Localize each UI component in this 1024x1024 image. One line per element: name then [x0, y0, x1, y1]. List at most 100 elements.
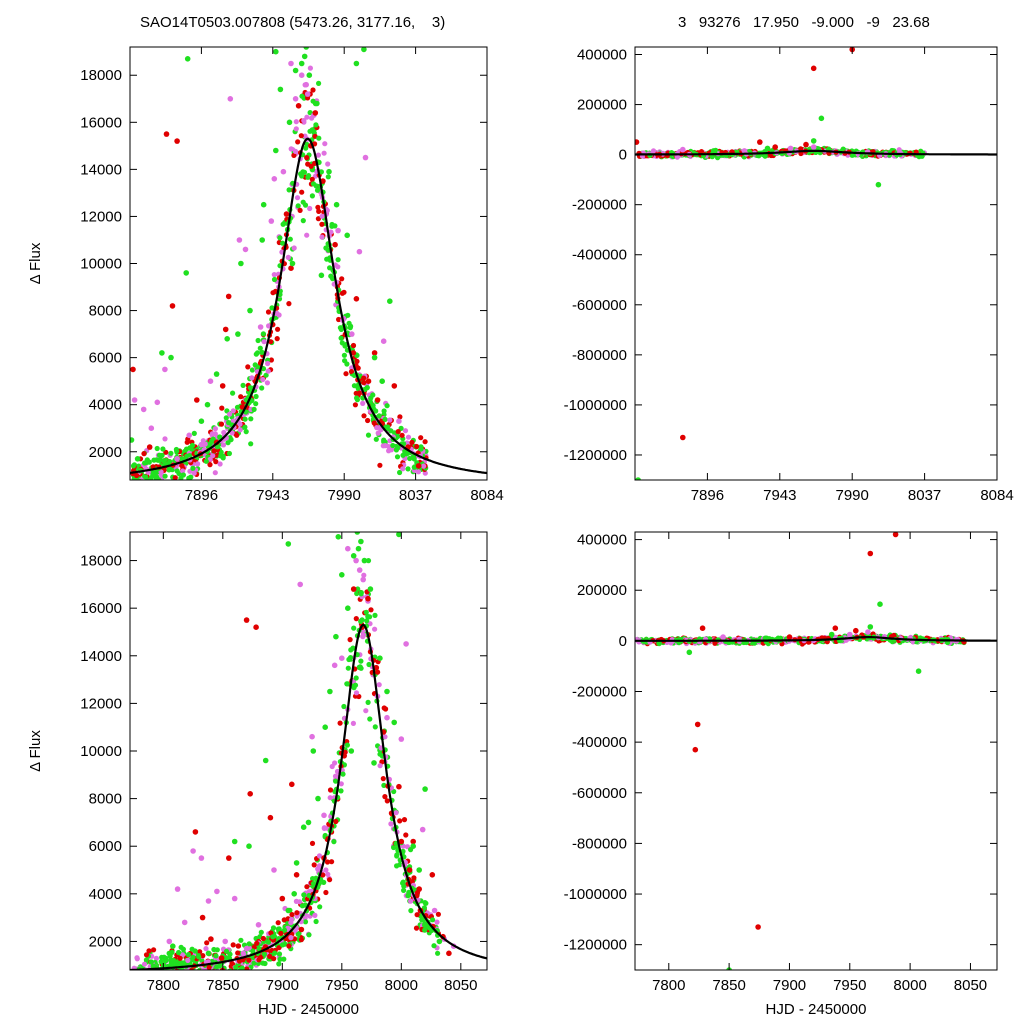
data-point — [162, 366, 168, 373]
data-point — [355, 365, 361, 371]
data-point — [174, 448, 180, 454]
x-axis-label: HJD - 2450000 — [258, 1001, 359, 1018]
data-point — [130, 437, 135, 443]
data-point — [304, 884, 310, 890]
data-point — [229, 430, 235, 436]
y-tick-label: -200000 — [572, 684, 627, 701]
data-point — [174, 456, 180, 462]
data-point — [853, 627, 859, 634]
data-point — [238, 394, 244, 400]
data-point — [358, 538, 364, 545]
data-point — [810, 65, 817, 72]
data-point — [301, 892, 307, 898]
data-point — [310, 181, 317, 187]
data-point — [350, 586, 357, 592]
data-point — [411, 875, 417, 881]
data-point — [344, 681, 350, 687]
data-point — [163, 131, 170, 137]
data-point — [371, 760, 377, 766]
data-point — [350, 720, 356, 727]
data-point — [347, 655, 354, 661]
data-point — [168, 450, 174, 456]
data-point — [146, 948, 152, 954]
data-point — [316, 80, 322, 86]
model-curve — [130, 137, 487, 475]
data-point — [286, 187, 292, 193]
data-point — [214, 947, 220, 953]
data-point — [138, 979, 143, 984]
data-point — [208, 936, 214, 942]
data-point — [209, 431, 215, 437]
data-point — [335, 264, 341, 270]
data-point — [309, 176, 315, 182]
data-point — [276, 312, 282, 318]
data-point — [308, 163, 314, 169]
data-point — [319, 221, 325, 227]
data-point — [235, 950, 241, 956]
data-point — [223, 948, 230, 954]
y-tick-label: 4000 — [89, 397, 122, 414]
data-point — [298, 937, 304, 943]
data-point — [158, 959, 164, 965]
data-point — [764, 145, 771, 152]
data-point — [226, 855, 232, 861]
data-point — [163, 971, 168, 976]
data-point — [291, 891, 298, 897]
data-point — [190, 954, 196, 960]
data-point — [183, 270, 189, 276]
data-point — [304, 114, 310, 120]
data-point — [259, 385, 265, 391]
data-point — [381, 782, 387, 789]
data-point — [348, 323, 354, 329]
data-point — [261, 951, 268, 957]
data-point — [350, 342, 357, 349]
data-point — [394, 454, 401, 460]
data-point — [350, 645, 356, 651]
x-tick-label: 8050 — [954, 977, 987, 994]
data-point — [233, 964, 239, 970]
data-point — [350, 350, 357, 356]
data-point — [787, 145, 794, 152]
panel-bottom-left: 7800 7850 7900 7950 8000 8050 2000 4000 6000 8000… — [27, 531, 488, 1018]
model-curve — [130, 623, 487, 970]
data-point — [370, 402, 376, 409]
y-tick-label: 14000 — [80, 648, 122, 665]
data-point — [207, 462, 213, 468]
data-point — [656, 640, 662, 647]
data-point — [234, 404, 241, 410]
data-point — [323, 889, 329, 896]
data-point — [337, 720, 343, 726]
data-point — [255, 337, 261, 344]
data-point — [198, 441, 204, 448]
data-point — [259, 237, 266, 243]
data-point — [865, 629, 871, 635]
data-point — [712, 640, 718, 646]
data-point — [372, 626, 378, 632]
data-point — [388, 428, 394, 434]
data-point — [178, 944, 184, 950]
data-point — [422, 786, 428, 792]
y-tick-label: 18000 — [80, 553, 122, 570]
data-point — [915, 668, 922, 674]
data-point — [348, 748, 355, 754]
y-tick-label: -1200000 — [564, 447, 627, 464]
data-point — [285, 907, 292, 914]
data-point — [331, 839, 337, 845]
data-point — [366, 661, 372, 668]
data-point — [803, 141, 809, 148]
data-point — [144, 481, 149, 486]
data-point — [321, 812, 327, 819]
data-point — [377, 655, 383, 661]
data-point — [214, 444, 220, 450]
data-point — [253, 401, 259, 407]
data-point — [203, 969, 206, 970]
data-point — [257, 324, 264, 330]
data-point — [333, 818, 339, 825]
data-point — [321, 825, 327, 832]
data-point — [720, 634, 726, 640]
data-point — [380, 776, 386, 782]
data-point — [263, 372, 269, 378]
data-point — [300, 199, 306, 205]
data-point — [391, 844, 397, 851]
data-point — [381, 437, 387, 443]
